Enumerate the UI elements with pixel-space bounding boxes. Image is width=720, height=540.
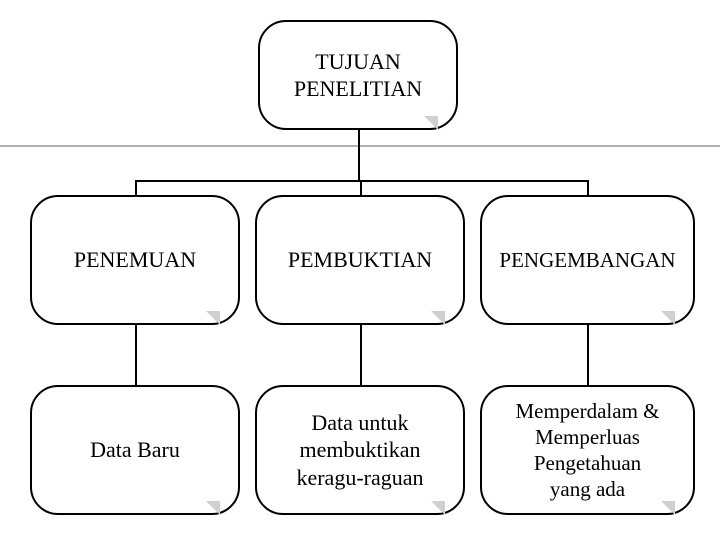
fold-corner-icon: [431, 311, 445, 325]
node-memperdalam: Memperdalam & Memperluas Pengetahuan yan…: [480, 385, 695, 515]
node-data-baru: Data Baru: [30, 385, 240, 515]
node-pembuktian: PEMBUKTIAN: [255, 195, 465, 325]
fold-corner-icon: [206, 501, 220, 515]
connector-m3-b3: [587, 325, 589, 385]
node-root-label: TUJUAN PENELITIAN: [294, 48, 422, 103]
node-root: TUJUAN PENELITIAN: [258, 20, 458, 130]
fold-corner-icon: [431, 501, 445, 515]
connector-root-down: [358, 130, 360, 180]
node-b3-label: Memperdalam & Memperluas Pengetahuan yan…: [515, 398, 659, 503]
node-pengembangan: PENGEMBANGAN: [480, 195, 695, 325]
fold-corner-icon: [661, 311, 675, 325]
connector-to-m3: [587, 180, 589, 195]
node-penemuan: PENEMUAN: [30, 195, 240, 325]
fold-corner-icon: [206, 311, 220, 325]
connector-to-m1: [135, 180, 137, 195]
node-m3-label: PENGEMBANGAN: [499, 247, 675, 273]
node-m1-label: PENEMUAN: [74, 246, 196, 274]
node-b1-label: Data Baru: [90, 436, 180, 464]
connector-m1-b1: [135, 325, 137, 385]
node-b2-label: Data untuk membuktikan keragu-raguan: [296, 409, 423, 492]
connector-m2-b2: [360, 325, 362, 385]
fold-corner-icon: [661, 501, 675, 515]
connector-to-m2: [360, 180, 362, 195]
divider-line: [0, 145, 720, 147]
node-data-untuk: Data untuk membuktikan keragu-raguan: [255, 385, 465, 515]
fold-corner-icon: [424, 116, 438, 130]
node-m2-label: PEMBUKTIAN: [288, 246, 432, 274]
